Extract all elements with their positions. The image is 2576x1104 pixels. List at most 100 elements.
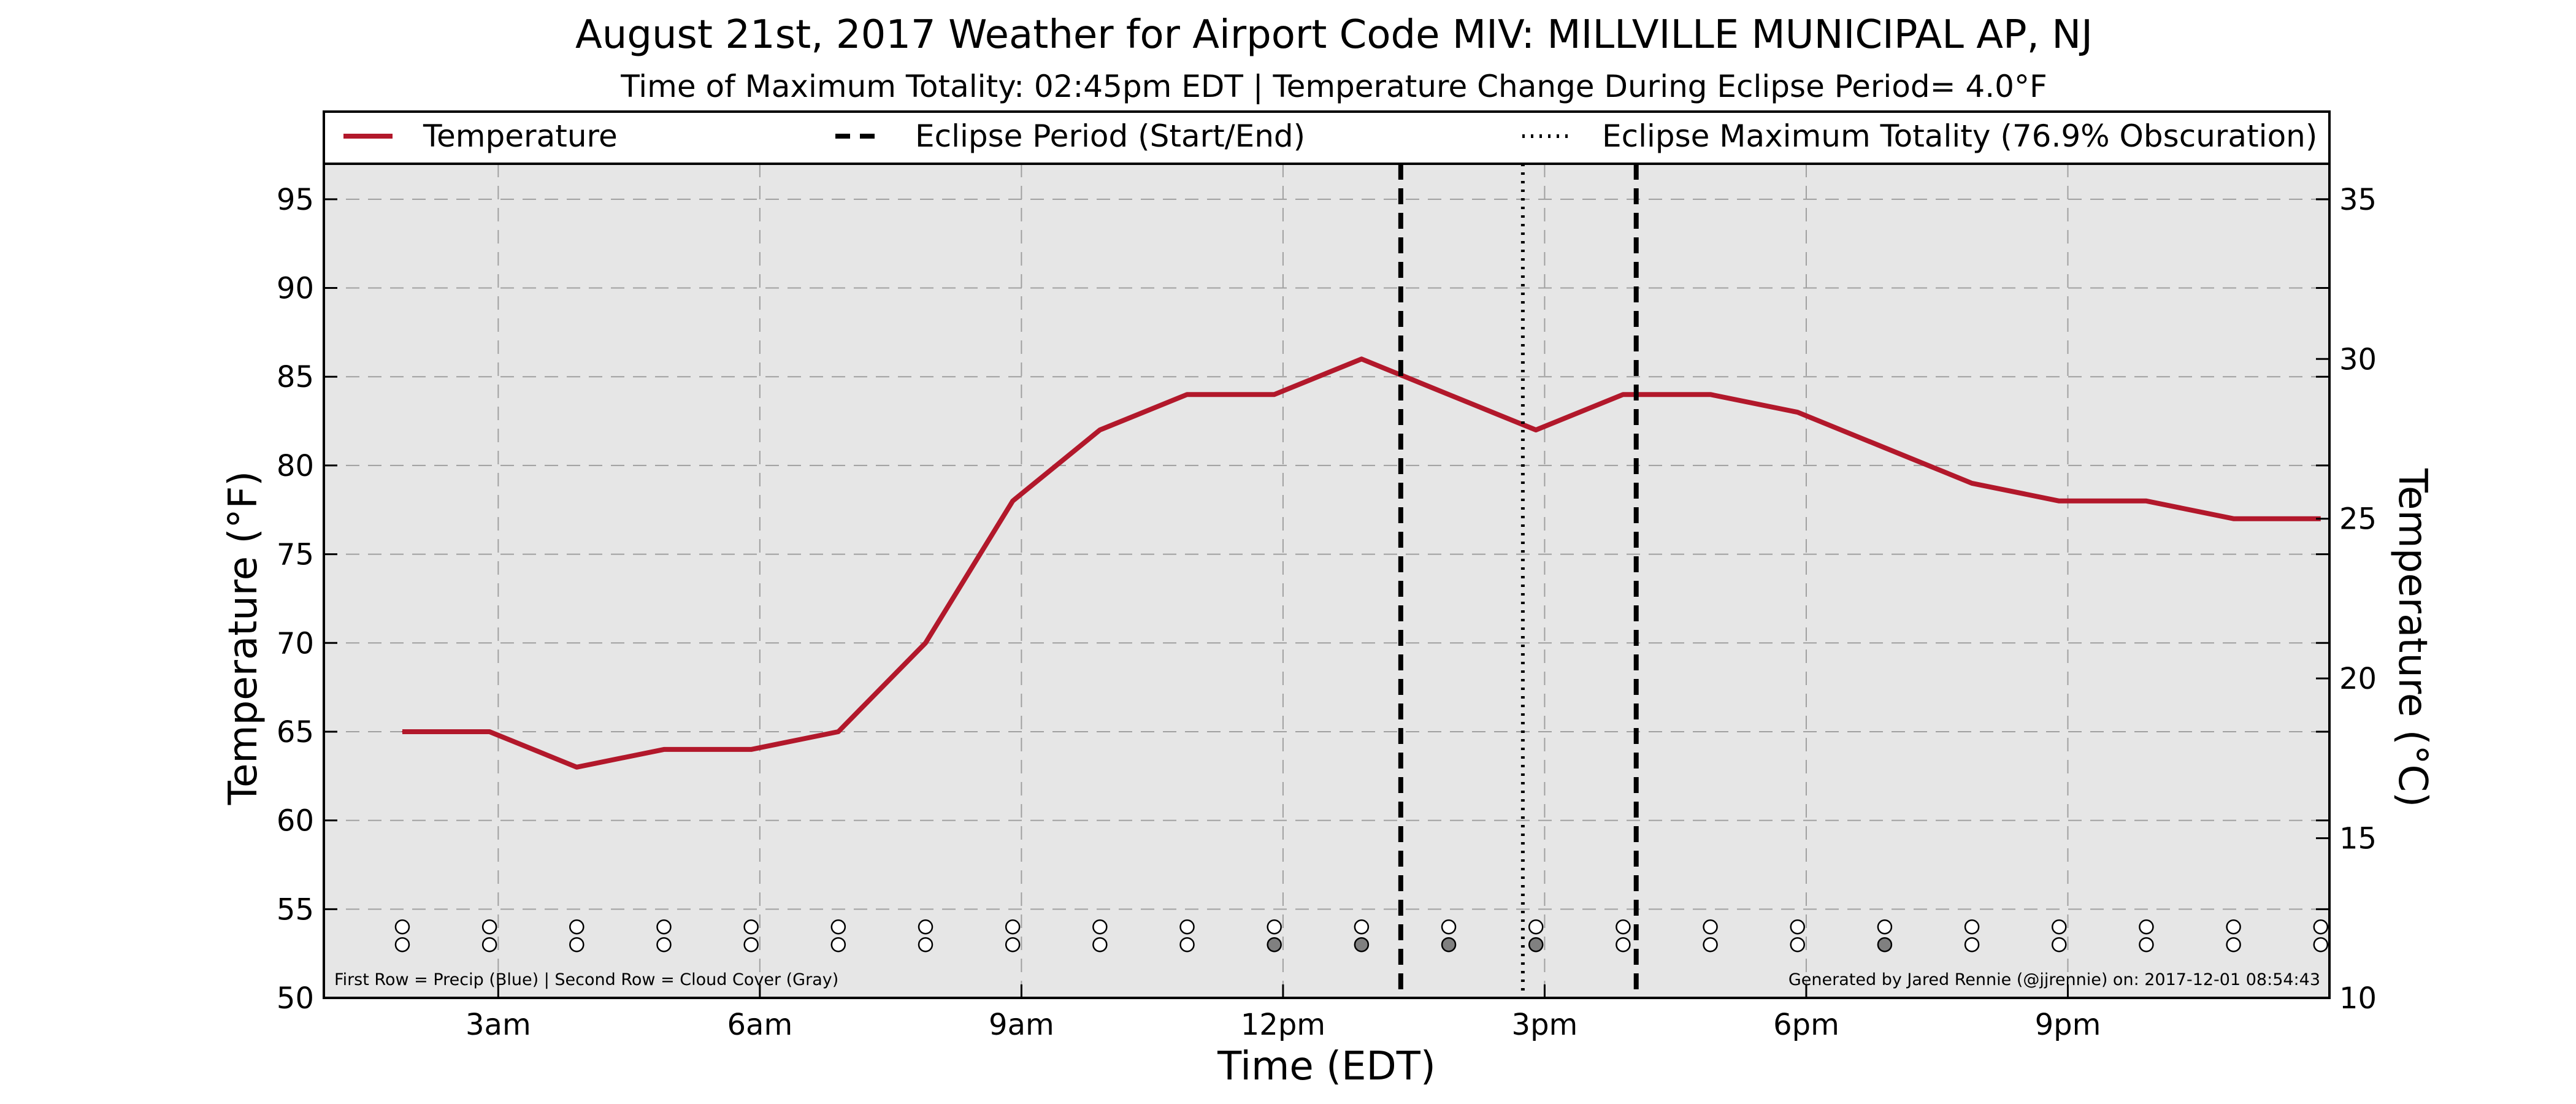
precip-marker [1092, 919, 1108, 935]
x-tick-label: 12pm [1241, 1008, 1325, 1042]
precip-marker [1267, 919, 1282, 935]
precip-marker [1703, 919, 1718, 935]
cloud-cover-marker [1703, 937, 1718, 953]
precip-marker [1790, 919, 1805, 935]
temperature-point [750, 748, 752, 750]
y-axis-label-left: Temperature (°F) [221, 471, 266, 806]
temperature-point [837, 730, 839, 732]
cloud-cover-marker [1354, 937, 1370, 953]
temperature-point [2233, 518, 2234, 519]
cloud-cover-marker [394, 937, 410, 953]
temperature-point [2058, 500, 2060, 502]
x-tick-label: 3pm [1512, 1008, 1578, 1042]
temperature-point [401, 730, 403, 732]
temperature-point [576, 766, 578, 768]
cloud-cover-marker [1092, 937, 1108, 953]
temperature-point [489, 730, 491, 732]
temperature-point [1273, 394, 1275, 396]
y-tick-label-left: 60 [277, 804, 314, 838]
precip-marker [1005, 919, 1021, 935]
temperature-point [663, 748, 665, 750]
precip-marker [569, 919, 585, 935]
temperature-point [1448, 394, 1450, 396]
y-tick-label-left: 55 [277, 892, 314, 927]
y-tick-label-left: 65 [277, 715, 314, 749]
cloud-cover-marker [830, 937, 846, 953]
legend-label-temperature: Temperature [423, 118, 618, 154]
temperature-point [925, 642, 926, 644]
temperature-point [2145, 500, 2147, 502]
precip-marker [1179, 919, 1195, 935]
legend-label-eclipse-max: Eclipse Maximum Totality (76.9% Obscurat… [1602, 118, 2317, 154]
y-tick-label-right: 35 [2339, 183, 2377, 217]
y-axis-label-right: Temperature (°C) [2390, 468, 2435, 807]
cloud-cover-marker [1441, 937, 1457, 953]
y-tick-label-left: 70 [277, 626, 314, 661]
precip-marker [656, 919, 672, 935]
grid-lines [324, 164, 2329, 998]
temperature-point [1796, 412, 1798, 413]
cloud-cover-marker [1267, 937, 1282, 953]
y-tick-label-right: 20 [2339, 662, 2377, 696]
precip-marker [1964, 919, 1980, 935]
temperature-point [1884, 447, 1885, 448]
temperature-point [1535, 429, 1537, 431]
cloud-cover-marker [2313, 937, 2329, 953]
precip-marker [394, 919, 410, 935]
legend-label-eclipse-period: Eclipse Period (Start/End) [915, 118, 1305, 154]
y-tick-label-left: 85 [277, 360, 314, 394]
observation-markers [394, 919, 2329, 953]
cloud-cover-marker [918, 937, 933, 953]
x-axis-label: Time (EDT) [1217, 1044, 1436, 1089]
precip-marker [2226, 919, 2241, 935]
y-tick-label-right: 30 [2339, 342, 2377, 377]
cloud-cover-marker [2052, 937, 2067, 953]
plot-area [324, 164, 2329, 998]
y-tick-label-left: 95 [277, 183, 314, 217]
precip-marker [1354, 919, 1370, 935]
x-tick-label: 6am [727, 1008, 793, 1042]
precip-marker [1441, 919, 1457, 935]
cloud-cover-marker [2139, 937, 2154, 953]
temperature-point [1709, 394, 1711, 396]
y-tick-label-right: 10 [2339, 981, 2377, 1016]
legend: Temperature Eclipse Period (Start/End) E… [324, 118, 2329, 165]
temperature-point [1012, 500, 1014, 502]
cloud-cover-marker [1790, 937, 1805, 953]
chart-title: August 21st, 2017 Weather for Airport Co… [575, 12, 2093, 58]
cloud-cover-marker [481, 937, 497, 953]
temperature-point [1360, 358, 1362, 360]
x-tick-label: 9pm [2035, 1008, 2101, 1042]
cloud-cover-marker [743, 937, 759, 953]
temperature-point [1099, 429, 1101, 431]
x-tick-label: 3am [466, 1008, 531, 1042]
y-tick-label-left: 75 [277, 538, 314, 572]
precip-marker [918, 919, 933, 935]
temperature-point [1186, 394, 1188, 396]
cloud-cover-marker [1528, 937, 1544, 953]
y-tick-label-left: 50 [277, 981, 314, 1016]
precip-marker [2052, 919, 2067, 935]
precip-marker [2139, 919, 2154, 935]
cloud-cover-marker [569, 937, 585, 953]
x-tick-label: 9am [989, 1008, 1054, 1042]
cloud-cover-marker [656, 937, 672, 953]
y-tick-label-left: 90 [277, 272, 314, 306]
cloud-cover-marker [1179, 937, 1195, 953]
precip-marker [743, 919, 759, 935]
chart-subtitle: Time of Maximum Totality: 02:45pm EDT | … [620, 69, 2047, 104]
y-tick-label-left: 80 [277, 449, 314, 483]
precip-marker [830, 919, 846, 935]
temperature-point [1971, 482, 1973, 484]
y-tick-label-right: 15 [2339, 822, 2377, 856]
cloud-cover-marker [1005, 937, 1021, 953]
precip-marker [1528, 919, 1544, 935]
annotation-generated-by: Generated by Jared Rennie (@jjrennie) on… [1788, 970, 2320, 989]
annotation-legend-note: First Row = Precip (Blue) | Second Row =… [334, 970, 838, 989]
x-tick-label: 6pm [1773, 1008, 1839, 1042]
temperature-point [1622, 394, 1624, 396]
precip-marker [2313, 919, 2329, 935]
eclipse-lines [1398, 164, 1639, 998]
cloud-cover-marker [1877, 937, 1893, 953]
